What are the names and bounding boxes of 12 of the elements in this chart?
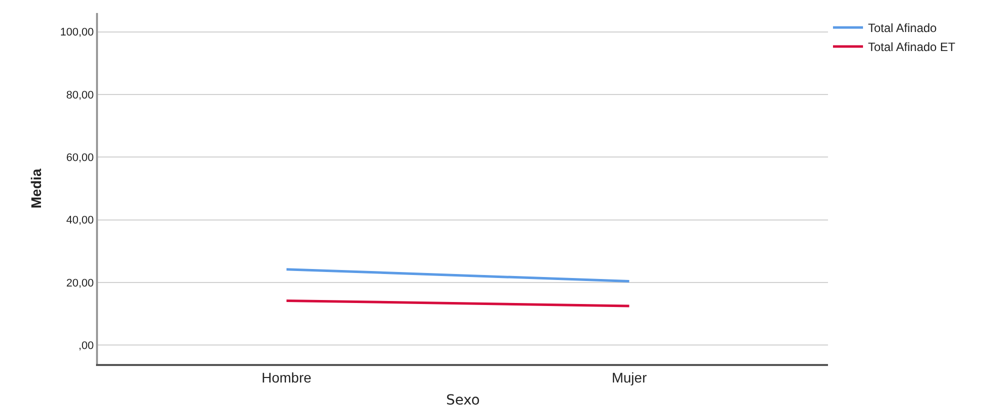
legend-label: Total Afinado ET [868, 40, 956, 54]
y-tick-label: 20,00 [66, 277, 94, 290]
legend-label: Total Afinado [868, 21, 938, 36]
y-tick-label: 60,00 [66, 152, 94, 164]
y-tick-label: ,00 [78, 340, 94, 352]
x-tick-label: Mujer [612, 370, 648, 386]
y-tick-label: 80,00 [66, 89, 94, 102]
y-tick-label: 40,00 [66, 214, 94, 227]
x-tick-label: Hombre [262, 370, 312, 386]
x-axis-title: Sexo [446, 392, 480, 408]
y-tick-label: 100,00 [60, 26, 94, 39]
y-axis-title: Media [28, 168, 44, 208]
